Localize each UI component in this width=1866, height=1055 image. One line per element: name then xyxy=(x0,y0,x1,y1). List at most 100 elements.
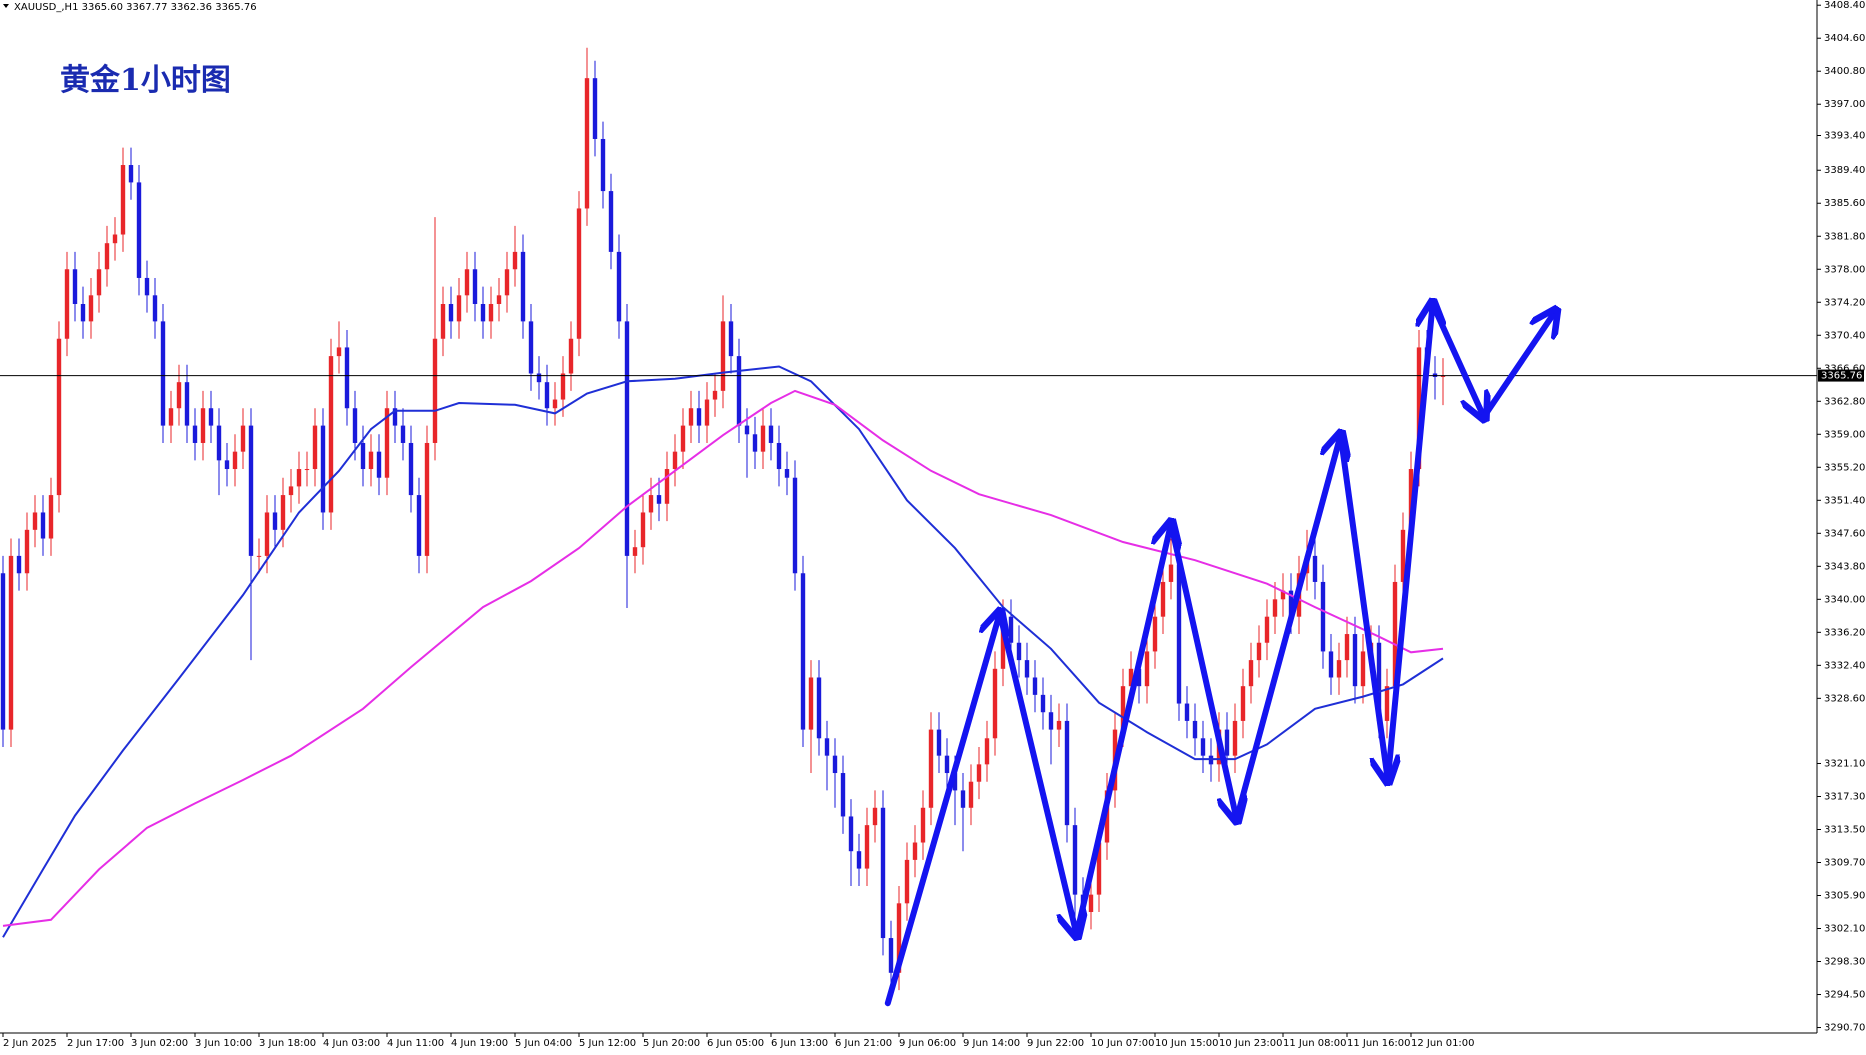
candle-body xyxy=(888,938,894,973)
y-tick-label: 3321.10 xyxy=(1824,758,1865,769)
chart-title: 黄金1小时图 xyxy=(60,63,231,98)
y-tick-label: 3378.00 xyxy=(1824,264,1865,275)
candle-body xyxy=(152,295,158,322)
candle-body xyxy=(952,773,958,791)
candle-body xyxy=(256,555,262,557)
candle-body xyxy=(384,408,390,478)
candle-body xyxy=(1336,660,1342,678)
candle-body xyxy=(1312,555,1318,582)
candle-body xyxy=(1152,616,1158,652)
candle-body xyxy=(760,425,766,452)
candle-body xyxy=(504,269,510,296)
x-tick-label: 5 Jun 20:00 xyxy=(643,1038,700,1049)
candle-body xyxy=(296,469,302,487)
candle-body xyxy=(1384,686,1390,721)
x-tick-label: 9 Jun 06:00 xyxy=(899,1038,956,1049)
y-tick-label: 3332.40 xyxy=(1824,660,1865,671)
candle-body xyxy=(1200,738,1206,756)
x-tick-label: 11 Jun 08:00 xyxy=(1283,1038,1347,1049)
candle-body xyxy=(392,408,398,426)
candle-body xyxy=(520,251,526,322)
y-tick-label: 3362.80 xyxy=(1824,396,1865,407)
x-tick-label: 4 Jun 19:00 xyxy=(451,1038,508,1049)
candle-body xyxy=(264,512,270,556)
zigzag-arrow xyxy=(1480,312,1555,420)
candle-body xyxy=(896,903,902,973)
x-tick-label: 6 Jun 21:00 xyxy=(835,1038,892,1049)
candle-body xyxy=(312,425,318,470)
candle-body xyxy=(104,243,110,270)
candle-body xyxy=(1184,703,1190,721)
candle-body xyxy=(336,347,342,357)
candle-body xyxy=(1440,375,1446,377)
x-tick-label: 3 Jun 10:00 xyxy=(195,1038,252,1049)
y-tick-label: 3305.90 xyxy=(1824,891,1865,902)
candle-body xyxy=(1072,825,1078,895)
candle-body xyxy=(1176,564,1182,704)
candle-body xyxy=(1000,616,1006,669)
candle-body xyxy=(816,677,822,739)
candle-body xyxy=(568,338,574,374)
x-tick-label: 4 Jun 11:00 xyxy=(387,1038,444,1049)
zigzag-arrow xyxy=(884,613,1000,1007)
candle-body xyxy=(136,182,142,278)
candle-body xyxy=(1272,599,1278,617)
candle-body xyxy=(928,729,934,808)
candle-body xyxy=(1352,634,1358,687)
candle-body xyxy=(992,668,998,739)
zigzag-arrow xyxy=(1429,301,1484,417)
candle-body xyxy=(1248,660,1254,687)
y-tick-label: 3404.60 xyxy=(1824,33,1865,44)
x-tick-label: 9 Jun 14:00 xyxy=(963,1038,1020,1049)
candle-body xyxy=(1136,668,1142,687)
candle-body xyxy=(232,451,238,470)
candle-body xyxy=(1376,642,1382,721)
candle-body xyxy=(72,269,78,305)
y-tick-label: 3408.40 xyxy=(1824,0,1865,11)
x-tick-label: 4 Jun 03:00 xyxy=(323,1038,380,1049)
candle-body xyxy=(64,269,70,339)
candle-body xyxy=(440,304,446,339)
y-tick-label: 3328.60 xyxy=(1824,693,1865,704)
candle-body xyxy=(280,495,286,530)
candle-body xyxy=(848,816,854,852)
x-tick-label: 6 Jun 05:00 xyxy=(707,1038,764,1049)
x-tick-label: 10 Jun 15:00 xyxy=(1155,1038,1219,1049)
candle-body xyxy=(912,842,918,860)
candle-body xyxy=(856,851,862,869)
candle-body xyxy=(1096,842,1102,895)
candle-body xyxy=(144,277,150,296)
zigzag-arrow xyxy=(996,610,1077,934)
candle-body xyxy=(672,451,678,470)
x-tick-label: 11 Jun 16:00 xyxy=(1347,1038,1411,1049)
current-price-label: 3365.76 xyxy=(1821,371,1862,382)
candle-body xyxy=(1104,790,1110,843)
candle-body xyxy=(56,338,62,496)
candle-body xyxy=(1408,469,1414,530)
candle-body xyxy=(224,460,230,470)
candle-body xyxy=(472,269,478,305)
y-tick-label: 3389.40 xyxy=(1824,165,1865,176)
candle-body xyxy=(1280,590,1286,600)
candle-body xyxy=(792,477,798,574)
candle-body xyxy=(464,269,470,296)
candle-body xyxy=(808,677,814,730)
candle-body xyxy=(624,321,630,556)
y-tick-label: 3370.40 xyxy=(1824,330,1865,341)
candle-body xyxy=(176,382,182,409)
candle-body xyxy=(648,495,654,513)
y-tick-label: 3290.70 xyxy=(1824,1023,1865,1034)
candle-body xyxy=(552,399,558,409)
candle-body xyxy=(192,425,198,443)
candle-body xyxy=(960,790,966,808)
y-tick-label: 3317.30 xyxy=(1824,791,1865,802)
y-tick-label: 3366.60 xyxy=(1824,363,1865,374)
candle-body xyxy=(368,451,374,470)
y-tick-label: 3381.80 xyxy=(1824,231,1865,242)
y-tick-label: 3340.00 xyxy=(1824,594,1865,605)
candle-body xyxy=(184,382,190,426)
zigzag-arrow xyxy=(1233,435,1341,823)
candle-body xyxy=(752,434,758,452)
candle-body xyxy=(584,78,590,209)
candle-body xyxy=(1024,660,1030,678)
